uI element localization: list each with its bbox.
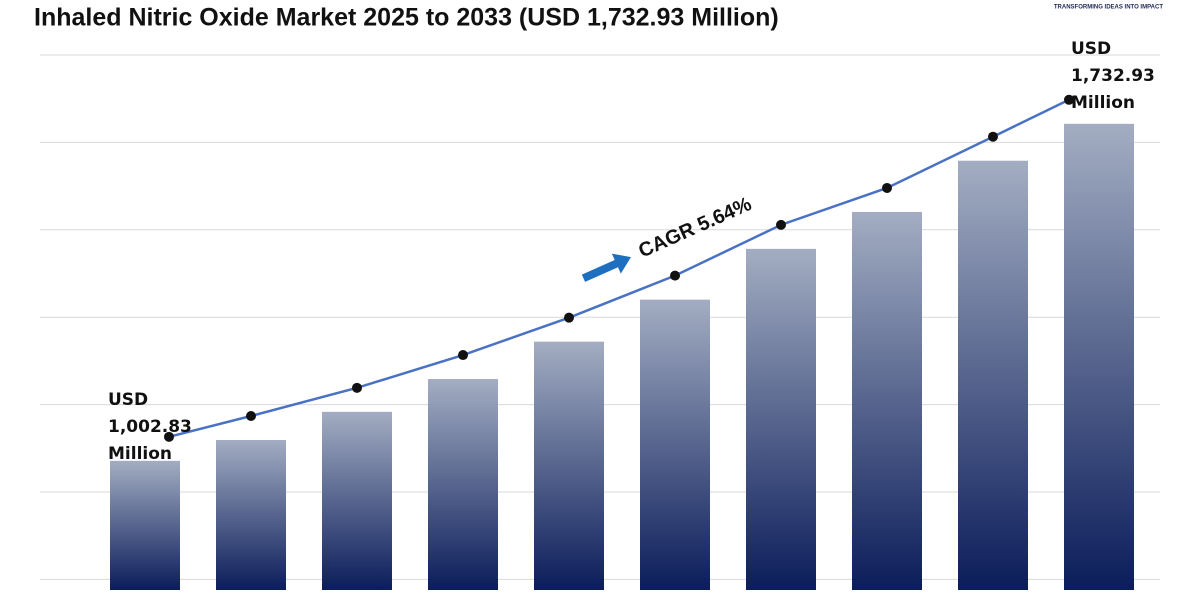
bar: [110, 460, 180, 590]
bar: [216, 439, 286, 590]
line-marker: [164, 431, 174, 442]
logo-tagline: TRANSFORMING IDEAS INTO IMPACT: [1054, 5, 1163, 11]
line-marker: [564, 312, 574, 323]
line-marker: [1064, 94, 1074, 105]
chart-title: Inhaled Nitric Oxide Market 2025 to 2033…: [34, 4, 779, 32]
line-marker: [882, 182, 892, 193]
bar: [852, 211, 922, 590]
line-marker: [352, 382, 362, 393]
line-marker: [988, 131, 998, 142]
value-label: USD 1,732.93 Million: [1071, 38, 1155, 113]
bar: [1064, 123, 1134, 590]
trend-line: [168, 98, 1070, 439]
bar: [428, 379, 498, 590]
bar: [746, 248, 816, 590]
cagr-label: CAGR 5.64%: [635, 193, 755, 262]
cagr-arrow: [581, 253, 631, 282]
line-marker: [670, 270, 680, 281]
line-marker: [458, 350, 468, 361]
bar: [640, 299, 710, 590]
bar: [534, 341, 604, 590]
line-marker: [776, 219, 786, 230]
cagr-annotation: CAGR 5.64%: [581, 193, 755, 282]
bar: [322, 411, 392, 590]
bar: [958, 160, 1028, 590]
value-label: USD 1,002.83 Million: [108, 389, 192, 464]
line-marker: [246, 410, 256, 421]
